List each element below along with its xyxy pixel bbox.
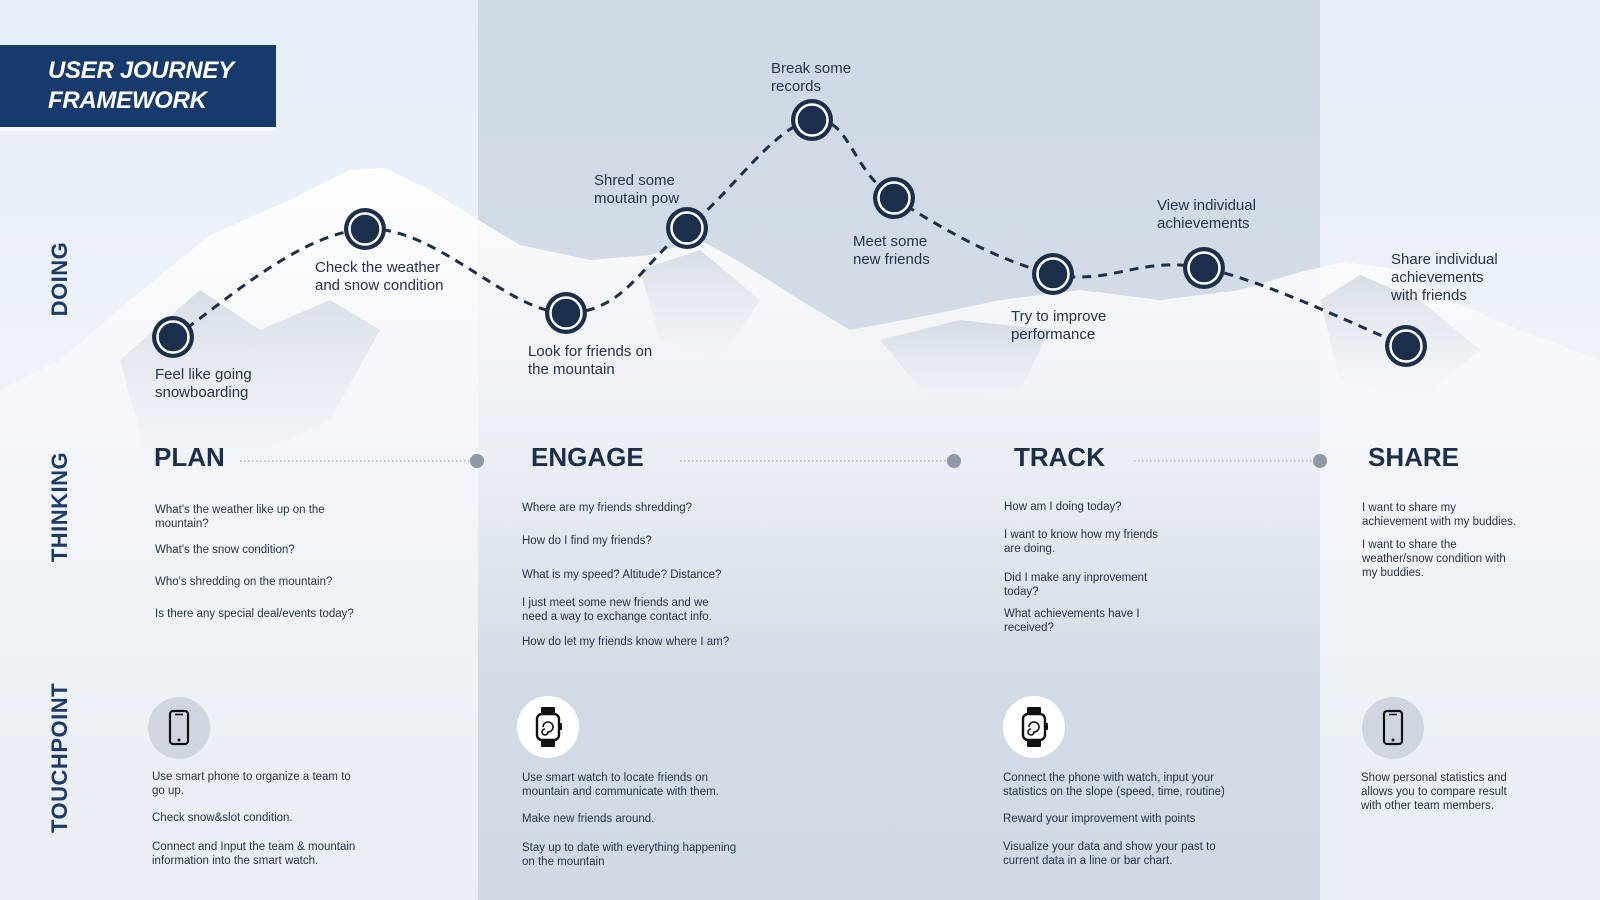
share-question: I want to share my achievement with my bu… [1362, 502, 1517, 528]
journey-node [1032, 253, 1074, 295]
plan-touchpoint-item: Connect and Input the team & mountain inf… [152, 841, 356, 867]
journey-node [666, 207, 708, 249]
journey-node [545, 292, 587, 334]
engage-touchpoint-item: Stay up to date with everything happenin… [522, 842, 737, 868]
phase-divider-dot [947, 454, 961, 468]
plan-question: Who's shredding on the mountain? [155, 576, 333, 588]
plan-touchpoint-item: Use smart phone to organize a team to go … [152, 771, 351, 797]
track-question: How am I doing today? [1004, 501, 1122, 513]
step-label-check-weather: Check the weather and snow condition [315, 259, 444, 294]
journey-node [791, 99, 833, 141]
step-label-meet-friends: Meet some new friends [853, 233, 930, 268]
phase-title-track: TRACK [1014, 442, 1105, 472]
journey-node [152, 316, 194, 358]
track-touchpoint-item: Reward your improvement with points [1003, 813, 1196, 825]
step-label-view-achievements: View individual achievements [1157, 197, 1256, 232]
smartphone-icon [1362, 697, 1424, 759]
engage-question: What is my speed? Altitude? Distance? [522, 569, 722, 581]
phase-title-engage: ENGAGE [531, 442, 644, 472]
plan-question: What's the weather like up on the mountai… [155, 504, 325, 530]
step-label-feel-like-going: Feel like going snowboarding [155, 366, 252, 401]
engage-touchpoint-item: Use smart watch to locate friends on moun… [522, 772, 719, 798]
smartphone-icon [148, 697, 210, 759]
engage-question: How do let my friends know where I am? [522, 636, 730, 648]
engage-question: I just meet some new friends and we need … [522, 597, 712, 623]
phase-title-plan: PLAN [154, 442, 225, 472]
title-line-1: USER JOURNEY [48, 57, 234, 84]
smartwatch-icon [1003, 696, 1065, 758]
track-question: Did I make any inprovement today? [1004, 572, 1148, 598]
engage-question: Where are my friends shredding? [522, 502, 693, 514]
phase-divider-dot [470, 454, 484, 468]
step-label-look-for-friends: Look for friends on the mountain [528, 343, 653, 378]
step-label-shred-pow: Shred some moutain pow [594, 172, 680, 207]
journey-node [1385, 325, 1427, 367]
share-question: I want to share the weather/snow conditio… [1362, 539, 1506, 579]
engage-question: How do I find my friends? [522, 535, 652, 547]
track-touchpoint-item: Connect the phone with watch, input your… [1003, 772, 1225, 798]
title-block: USER JOURNEY FRAMEWORK [0, 45, 276, 131]
phase-title-share: SHARE [1368, 442, 1460, 472]
share-touchpoint-item: Show personal statistics and allows you t… [1361, 772, 1507, 812]
engage-touchpoint-item: Make new friends around. [522, 813, 655, 825]
title-line-2: FRAMEWORK [48, 87, 207, 114]
plan-question: What's the snow condition? [155, 544, 295, 556]
journey-node [344, 208, 386, 250]
track-touchpoint-item: Visualize your data and show your past t… [1003, 841, 1216, 867]
plan-question: Is there any special deal/events today? [155, 608, 354, 620]
step-label-share-achievements: Share individual achievements with frien… [1391, 251, 1498, 304]
smartwatch-icon [517, 696, 579, 758]
track-question: I want to know how my friends are doing. [1004, 529, 1159, 555]
plan-touchpoint-item: Check snow&slot condition. [152, 812, 293, 824]
journey-node [873, 177, 915, 219]
step-label-improve-performance: Try to improve performance [1011, 308, 1107, 343]
phase-divider-dot [1313, 454, 1327, 468]
journey-node [1183, 247, 1225, 289]
step-label-break-records: Break some records [771, 60, 852, 95]
